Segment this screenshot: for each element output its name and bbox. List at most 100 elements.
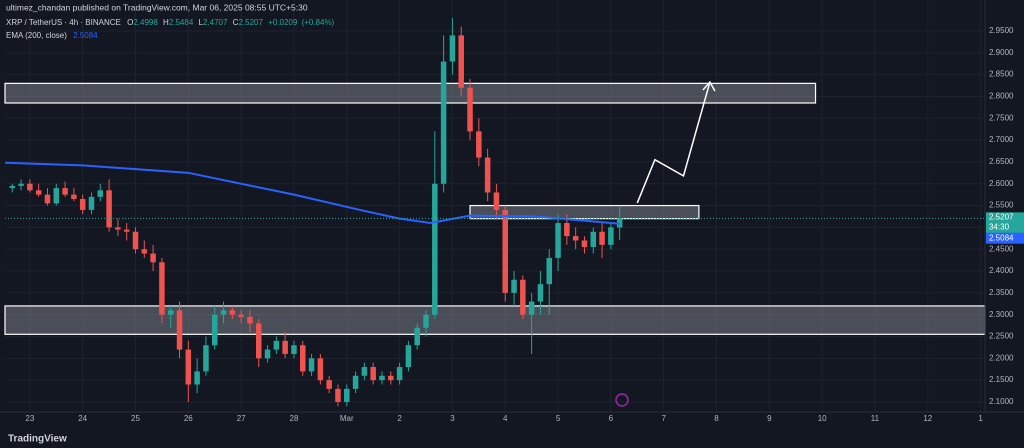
candle-body xyxy=(53,188,60,204)
candle-body xyxy=(238,314,244,317)
candle-body xyxy=(211,314,218,346)
y-tick-label: 2.9000 xyxy=(989,48,1014,57)
ema-price-label: 2.5084 xyxy=(989,233,1014,242)
candle-body xyxy=(300,345,306,372)
x-tick-label: 12 xyxy=(923,414,932,423)
y-tick-label: 2.7500 xyxy=(989,113,1014,122)
candle-body xyxy=(493,192,500,210)
y-tick-label: 2.6000 xyxy=(989,179,1014,188)
zone xyxy=(4,82,817,104)
x-tick-label: Mar xyxy=(340,414,354,423)
x-tick-label: 6 xyxy=(609,414,614,423)
candle-body xyxy=(167,310,174,315)
x-tick-label: 9 xyxy=(767,414,772,423)
candle-body xyxy=(273,340,280,350)
candle-body xyxy=(150,253,156,263)
candle-body xyxy=(176,310,183,350)
countdown: 34:30 xyxy=(989,222,1010,231)
candle-body xyxy=(379,375,385,381)
low-value: 2.4707 xyxy=(203,18,228,27)
change: +0.0209 xyxy=(268,18,298,27)
candle-body xyxy=(511,279,517,293)
h-letter: H xyxy=(163,18,169,27)
x-tick-label: 2 xyxy=(397,414,402,423)
candle-body xyxy=(88,196,95,210)
ema-value: 2.5084 xyxy=(73,31,98,40)
y-tick-label: 2.1000 xyxy=(989,397,1014,406)
l-letter: L xyxy=(199,18,204,27)
candle-body xyxy=(414,327,420,346)
y-tick-label: 2.9500 xyxy=(989,26,1014,35)
candle-body xyxy=(599,231,605,245)
y-tick-label: 2.7000 xyxy=(989,135,1014,144)
candle-body xyxy=(115,227,121,230)
c-letter: C xyxy=(233,18,239,27)
candle-body xyxy=(449,35,456,62)
candle-body xyxy=(229,310,236,315)
y-tick-label: 2.8500 xyxy=(989,70,1014,79)
x-tick-label: 5 xyxy=(556,414,561,423)
y-tick-label: 2.4000 xyxy=(989,266,1014,275)
candle-body xyxy=(255,323,262,359)
close-value: 2.5207 xyxy=(238,18,263,27)
candle-body xyxy=(44,194,51,204)
candle-body xyxy=(520,279,526,315)
x-tick-label: 24 xyxy=(78,414,87,423)
candle-body xyxy=(528,301,535,315)
candle-body xyxy=(440,61,447,184)
ema-label: EMA (200, close) xyxy=(6,31,67,40)
x-tick-label: 26 xyxy=(184,414,193,423)
event-icon[interactable] xyxy=(615,393,629,407)
open-value: 2.4998 xyxy=(133,18,158,27)
candle-body xyxy=(352,375,359,389)
candle-body xyxy=(405,345,412,368)
candle-body xyxy=(423,314,429,328)
candle-body xyxy=(18,183,24,186)
last-price-box xyxy=(986,212,1024,234)
candle-body xyxy=(123,229,130,232)
candle-body xyxy=(467,87,473,132)
candle-body xyxy=(458,35,464,88)
y-tick-label: 2.2500 xyxy=(989,332,1014,341)
y-tick-label: 2.3500 xyxy=(989,288,1014,297)
candle-body xyxy=(484,157,491,193)
candle-body xyxy=(388,375,394,381)
candle-body xyxy=(264,349,271,359)
footer xyxy=(0,430,1024,448)
candle-body xyxy=(27,183,33,191)
projection-arrow xyxy=(636,81,711,204)
candle-body xyxy=(71,194,77,200)
last-price-label: 2.5207 xyxy=(989,212,1014,221)
symbol: XRP / TetherUS · 4h · BINANCE xyxy=(6,18,121,27)
y-tick-label: 2.3000 xyxy=(989,310,1014,319)
x-tick-label: 25 xyxy=(131,414,140,423)
legend-ema: EMA (200, close) 2.5084 xyxy=(6,31,98,40)
x-tick-label: 1 xyxy=(978,414,983,423)
y-tick-label: 2.2000 xyxy=(989,353,1014,362)
candle-body xyxy=(361,367,368,376)
candle-body xyxy=(502,209,508,293)
x-tick-label: 11 xyxy=(871,414,880,423)
candle-body xyxy=(194,371,200,385)
ema-price-box xyxy=(986,232,1024,244)
y-tick-label: 2.8000 xyxy=(989,92,1014,101)
zone xyxy=(4,305,986,335)
candle-body xyxy=(35,190,42,195)
candle-body xyxy=(555,223,561,258)
y-tick-label: 2.1500 xyxy=(989,375,1014,384)
arrow-head xyxy=(702,80,716,92)
candle-body xyxy=(432,183,438,315)
candle-body xyxy=(326,380,332,389)
x-tick-label: 8 xyxy=(714,414,719,423)
y-tick-label: 2.4500 xyxy=(989,244,1014,253)
x-tick-label: 28 xyxy=(290,414,299,423)
candle-body xyxy=(159,262,165,315)
candle-body xyxy=(317,358,324,381)
candle-body xyxy=(344,388,350,402)
candle-body xyxy=(247,316,253,324)
candle-body xyxy=(185,349,192,385)
candle-body xyxy=(537,284,544,302)
candle-body xyxy=(308,358,315,372)
candle-body xyxy=(581,240,588,248)
